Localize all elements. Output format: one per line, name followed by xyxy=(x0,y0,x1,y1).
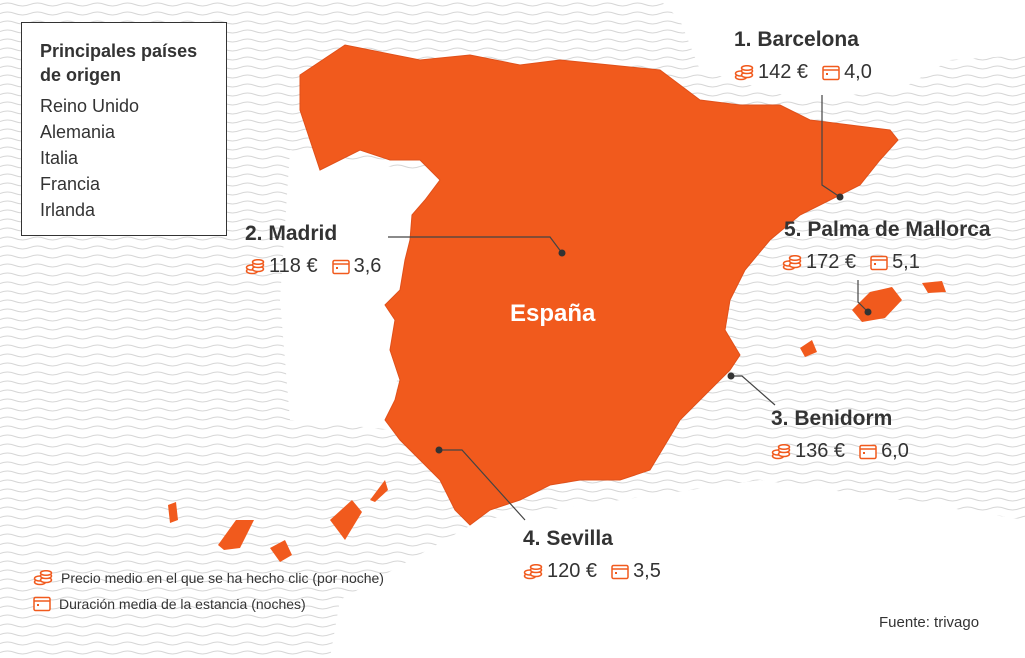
canary-island xyxy=(218,520,254,550)
stay: 3,5 xyxy=(633,560,661,582)
land xyxy=(330,480,1025,658)
price: 136 € xyxy=(795,440,846,462)
price: 172 € xyxy=(806,251,857,273)
city-dot xyxy=(727,372,735,380)
country: Irlanda xyxy=(40,200,96,220)
country: Francia xyxy=(40,174,101,194)
city-name: 2. Madrid xyxy=(245,222,338,245)
country: Italia xyxy=(40,148,79,168)
key-text: Precio medio en el que se ha hecho clic … xyxy=(61,570,384,586)
spain xyxy=(299,44,899,526)
country: Reino Unido xyxy=(40,96,140,116)
key-text: Duración media de la estancia (noches) xyxy=(59,596,306,612)
key-row: Precio medio en el que se ha hecho clic … xyxy=(33,570,384,586)
city-values: 136 € 6,0 xyxy=(771,440,909,463)
leader-line xyxy=(821,95,841,198)
origin-box: Principales países de origen Reino Unido… xyxy=(21,22,227,236)
stay: 4,0 xyxy=(844,61,872,83)
box-title: Principales países de origen xyxy=(40,41,198,85)
source: Fuente: trivago xyxy=(879,614,980,631)
canary-island xyxy=(370,480,388,502)
stay: 5,1 xyxy=(892,251,920,273)
price: 142 € xyxy=(758,61,809,83)
canary-island xyxy=(168,502,178,523)
key-row: Duración media de la estancia (noches) xyxy=(33,596,306,612)
ibiza xyxy=(800,340,817,357)
menorca xyxy=(922,281,946,293)
leader-line xyxy=(731,375,776,406)
city-name: 4. Sevilla xyxy=(523,527,613,550)
leader-line xyxy=(439,449,526,521)
country-label: España xyxy=(510,300,596,327)
city-dot xyxy=(864,308,872,316)
city-values: 118 € 3,6 xyxy=(245,255,381,278)
leader-line xyxy=(388,236,563,254)
stay: 6,0 xyxy=(881,440,909,462)
city-name: 3. Benidorm xyxy=(771,407,893,430)
city-values: 172 € 5,1 xyxy=(782,251,920,274)
price: 118 € xyxy=(269,255,318,277)
city-dot xyxy=(836,193,844,201)
canary-island xyxy=(270,540,292,562)
canary-island xyxy=(330,500,362,540)
country: Alemania xyxy=(40,122,116,142)
mallorca xyxy=(852,287,902,322)
stay: 3,6 xyxy=(353,255,382,277)
city-values: 142 € 4,0 xyxy=(734,61,872,84)
land xyxy=(280,150,440,430)
city-dot xyxy=(558,249,566,257)
city-dot xyxy=(435,446,443,454)
price: 120 € xyxy=(547,560,598,582)
city-name: 1. Barcelona xyxy=(734,28,859,51)
city-name: 5. Palma de Mallorca xyxy=(784,218,991,241)
city-values: 120 € 3,5 xyxy=(523,560,661,583)
leader-line xyxy=(857,280,869,313)
